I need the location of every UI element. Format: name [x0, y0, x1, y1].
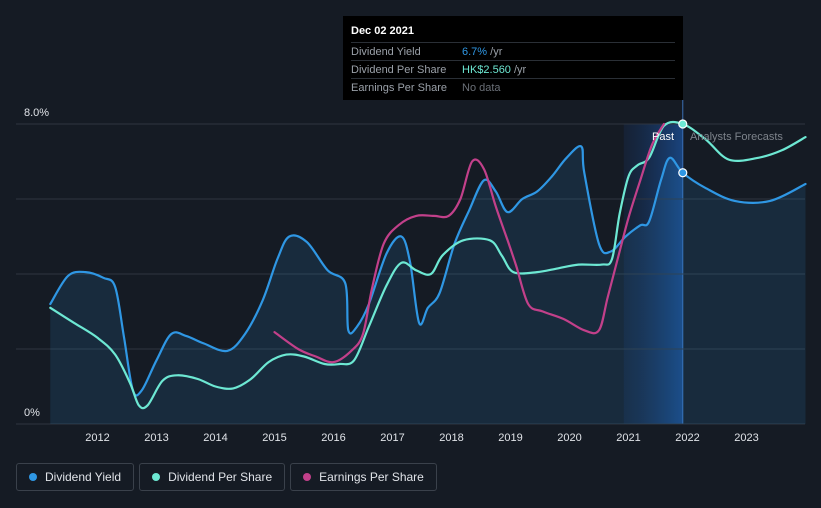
x-tick-label: 2023	[734, 432, 758, 444]
tooltip-value: 6.7%	[462, 45, 488, 58]
x-tick-label: 2013	[144, 432, 168, 444]
legend-label: Dividend Per Share	[168, 470, 273, 484]
tooltip-unit: /yr	[510, 63, 527, 76]
legend-item-dividend-yield[interactable]: Dividend Yield	[16, 463, 135, 491]
past-label: Past	[652, 131, 674, 143]
x-tick-label: 2021	[616, 432, 640, 444]
x-tick-label: 2022	[675, 432, 699, 444]
tooltip-name: Dividend Per Share	[351, 63, 447, 76]
tooltip: Dec 02 2021 Dividend Yield 6.7% /yr Divi…	[343, 16, 683, 100]
tooltip-name: Dividend Yield	[351, 45, 421, 58]
tooltip-row-earnings-per-share: Earnings Per Share No data	[351, 78, 675, 96]
dividend-yield-line	[49, 145, 807, 397]
legend-label: Earnings Per Share	[319, 470, 424, 484]
x-tick-label: 2016	[321, 432, 345, 444]
y-tick-label: 0%	[24, 407, 40, 419]
x-tick-label: 2015	[262, 432, 286, 444]
tooltip-value: No data	[462, 81, 501, 94]
tooltip-value: HK$2.560	[462, 63, 511, 76]
legend: Dividend Yield Dividend Per Share Earnin…	[16, 463, 437, 491]
tooltip-row-dividend-per-share: Dividend Per Share HK$2.560 /yr	[351, 60, 675, 78]
y-tick-label: 8.0%	[24, 107, 49, 119]
earnings-per-share-line	[273, 122, 665, 364]
x-tick-label: 2020	[557, 432, 581, 444]
tooltip-unit: /yr	[487, 45, 503, 58]
dividend-yield-area	[50, 146, 806, 424]
legend-dot-icon	[152, 473, 161, 481]
forecast-label: Analysts Forecasts	[690, 131, 783, 143]
tooltip-name: Earnings Per Share	[351, 81, 447, 94]
tooltip-row-dividend-yield: Dividend Yield 6.7% /yr	[351, 42, 675, 60]
legend-dot-icon	[29, 473, 37, 481]
dividend-yield-marker	[678, 168, 688, 178]
x-tick-label: 2012	[85, 432, 109, 444]
tooltip-date: Dec 02 2021	[351, 25, 414, 37]
x-tick-label: 2018	[439, 432, 463, 444]
legend-item-dividend-per-share[interactable]: Dividend Per Share	[139, 463, 286, 491]
legend-label: Dividend Yield	[45, 470, 122, 484]
x-tick-label: 2017	[380, 432, 404, 444]
x-tick-label: 2019	[498, 432, 522, 444]
legend-dot-icon	[303, 473, 312, 481]
x-tick-label: 2014	[203, 432, 227, 444]
legend-item-earnings-per-share[interactable]: Earnings Per Share	[290, 463, 437, 491]
dividend-per-share-marker	[678, 119, 688, 129]
